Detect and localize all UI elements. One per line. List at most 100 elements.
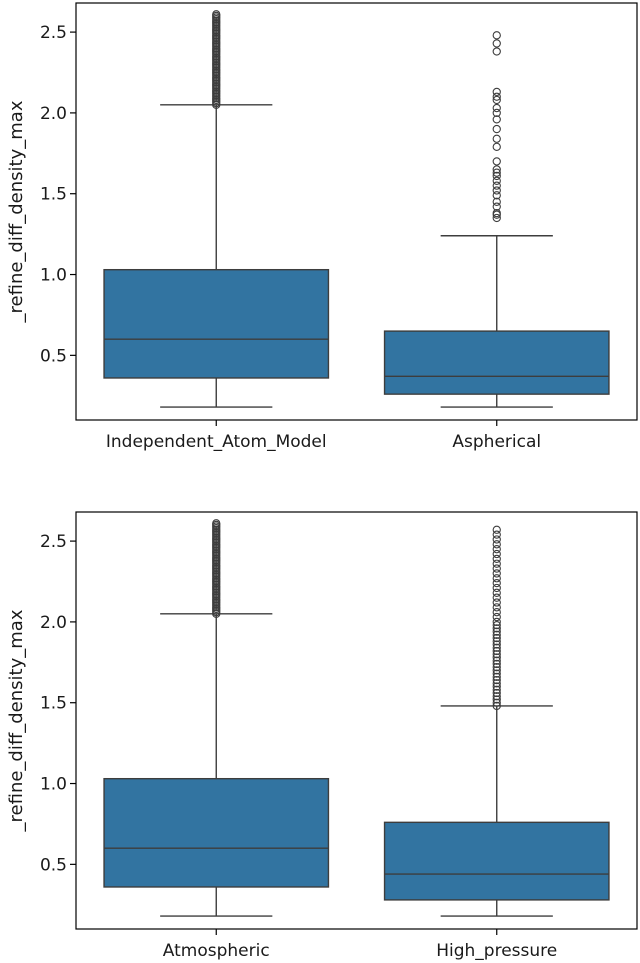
outlier-point xyxy=(492,608,501,617)
outlier-point xyxy=(492,191,501,200)
outlier-point xyxy=(492,142,501,151)
outlier-point xyxy=(492,134,501,143)
outlier-point xyxy=(492,564,501,573)
outlier-point xyxy=(492,698,501,707)
y-tick-label: 1.5 xyxy=(40,185,67,205)
outlier-point xyxy=(492,630,501,639)
outlier-point xyxy=(492,578,501,588)
outlier-point xyxy=(492,157,501,166)
box-high-pressure xyxy=(383,525,610,917)
outlier-point xyxy=(492,95,501,105)
outlier-point xyxy=(492,530,501,539)
outlier-point xyxy=(492,627,501,636)
outlier-point xyxy=(492,650,501,659)
outlier-point xyxy=(492,540,501,549)
x-tick-label: High_pressure xyxy=(436,941,557,961)
outlier-point xyxy=(492,574,501,583)
y-tick-label: 0.5 xyxy=(40,346,67,366)
outlier-point xyxy=(492,633,501,643)
outlier-point xyxy=(492,31,501,40)
outlier-point xyxy=(492,545,501,554)
y-axis: 0.5 1.0 1.5 2.0 2.5 xyxy=(40,23,76,366)
outlier-point xyxy=(492,653,501,662)
outlier-point xyxy=(492,656,501,665)
outlier-point xyxy=(492,640,501,649)
outlier-point xyxy=(492,549,501,559)
outlier-point xyxy=(492,176,501,185)
outlier-point xyxy=(492,663,501,672)
outlier-point xyxy=(492,617,501,627)
outlier-point xyxy=(492,682,501,691)
box-marks xyxy=(103,10,610,408)
outlier-point xyxy=(492,620,501,630)
boxplot-refinement-model: 0.5 1.0 1.5 2.0 2.5 Independent_Atom_Model As… xyxy=(6,2,638,452)
outlier-point xyxy=(492,171,501,181)
y-tick-label: 1.0 xyxy=(40,266,67,286)
outlier-point xyxy=(492,103,501,113)
box-independent-atom-model xyxy=(103,10,330,408)
outlier-point xyxy=(492,659,501,669)
y-tick-label: 2.5 xyxy=(40,532,67,552)
interquartile-box xyxy=(383,330,610,395)
y-tick-label: 1.5 xyxy=(40,694,67,714)
x-tick-label: Atmospheric xyxy=(163,941,270,961)
outlier-point xyxy=(492,643,501,652)
outlier-point xyxy=(492,569,501,578)
outlier-point xyxy=(492,554,501,564)
y-tick-label: 2.0 xyxy=(40,104,67,124)
box-aspherical xyxy=(383,31,610,408)
outlier-point xyxy=(492,637,501,646)
outlier-point xyxy=(492,213,501,223)
boxplot-pressure-condition: 0.5 1.0 1.5 2.0 2.5 Atmospheric High_pressure… xyxy=(6,511,638,961)
y-tick-label: 1.0 xyxy=(40,775,67,795)
outlier-point xyxy=(492,87,501,97)
x-tick-label: Independent_Atom_Model xyxy=(106,432,327,452)
outlier-point xyxy=(492,208,501,218)
outlier-point xyxy=(492,186,501,195)
box-marks xyxy=(103,519,610,917)
x-axis: Independent_Atom_Model Aspherical xyxy=(106,420,541,452)
outlier-point xyxy=(492,695,501,704)
outlier-point xyxy=(212,519,221,528)
outlier-point xyxy=(492,688,501,698)
outlier-point xyxy=(492,669,501,678)
outlier-point xyxy=(492,197,501,206)
outlier-point xyxy=(492,679,501,688)
x-axis: Atmospheric High_pressure xyxy=(163,929,557,961)
outlier-point xyxy=(492,168,501,177)
outlier-point xyxy=(492,685,501,694)
interquartile-box xyxy=(383,821,610,901)
outlier-point xyxy=(492,583,501,593)
outlier-point xyxy=(492,92,501,101)
outlier-point xyxy=(492,672,501,682)
outlier-point xyxy=(492,535,501,544)
outlier-point xyxy=(492,588,501,597)
outlier-point xyxy=(492,624,501,633)
y-tick-label: 2.0 xyxy=(40,613,67,633)
y-tick-label: 0.5 xyxy=(40,855,67,875)
outlier-point xyxy=(492,692,501,701)
interquartile-box xyxy=(103,268,330,379)
outlier-point xyxy=(492,612,501,622)
box-atmospheric xyxy=(103,519,330,917)
outlier-point xyxy=(492,181,501,190)
outlier-point xyxy=(492,108,501,118)
outlier-point xyxy=(492,165,501,174)
y-axis-label: _refine_diff_density_max xyxy=(6,100,27,323)
plot-area-frame xyxy=(75,2,638,421)
y-axis-label: _refine_diff_density_max xyxy=(6,609,27,832)
outlier-point xyxy=(492,115,501,124)
outlier-point xyxy=(492,202,501,211)
outlier-point xyxy=(212,10,221,19)
outlier-point xyxy=(492,124,501,134)
outlier-point xyxy=(492,559,501,568)
outlier-point xyxy=(492,593,501,602)
outlier-point xyxy=(492,47,501,56)
outlier-point xyxy=(492,666,501,675)
x-tick-label: Aspherical xyxy=(452,432,541,452)
outlier-point xyxy=(492,675,501,685)
y-tick-label: 2.5 xyxy=(40,23,67,43)
interquartile-box xyxy=(103,777,330,888)
plot-area-frame xyxy=(75,511,638,930)
